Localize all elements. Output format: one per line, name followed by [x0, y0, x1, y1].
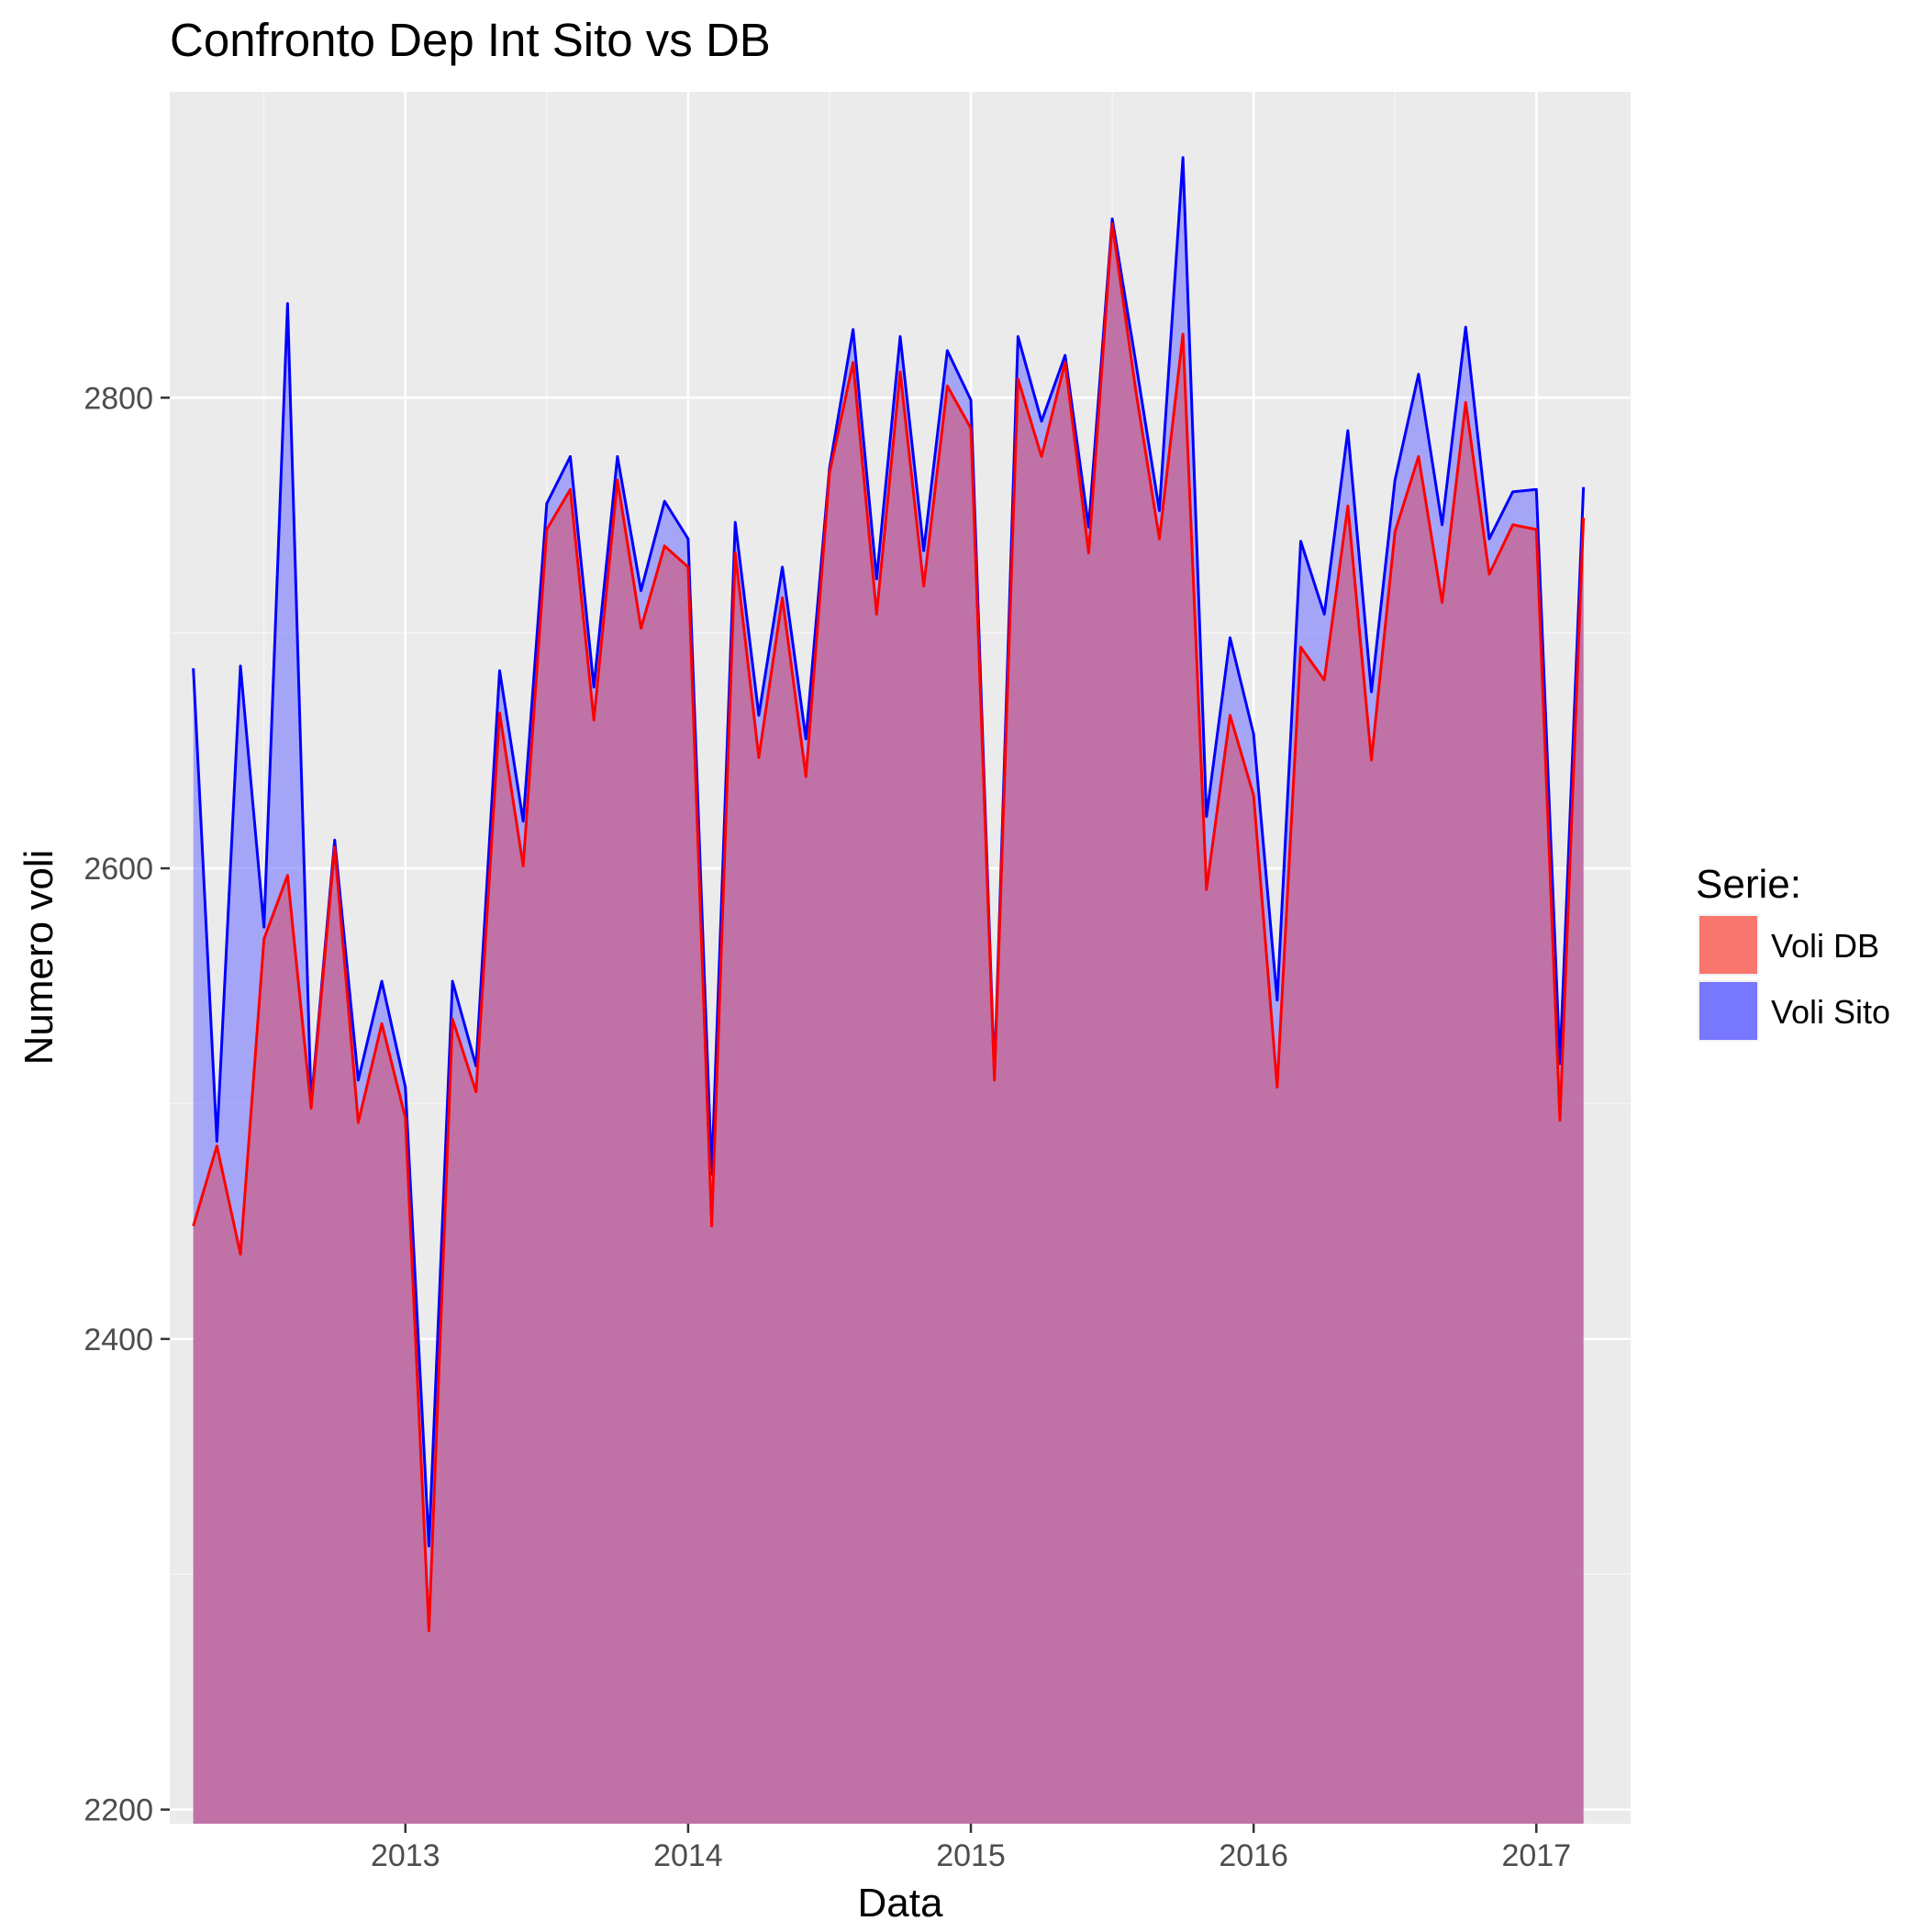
- x-axis-title: Data: [858, 1881, 943, 1926]
- series-layer: [192, 156, 1586, 1825]
- y-tick-label: 2600: [84, 852, 153, 887]
- x-tick-label: 2016: [1219, 1838, 1288, 1873]
- y-tick-label: 2400: [84, 1323, 153, 1357]
- x-axis: 2013 2014 2015 2016 2017: [371, 1824, 1571, 1873]
- x-tick-label: 2017: [1501, 1838, 1571, 1873]
- legend-label-voli-db: Voli DB: [1771, 927, 1879, 965]
- chart-title: Confronto Dep Int Sito vs DB: [170, 14, 771, 66]
- y-axis-title: Numero voli: [17, 850, 61, 1066]
- legend-label-voli-sito: Voli Sito: [1771, 993, 1890, 1031]
- x-tick-label: 2014: [653, 1838, 723, 1873]
- y-tick-label: 2800: [84, 381, 153, 416]
- y-axis: 2200 2400 2600 2800: [84, 381, 170, 1828]
- y-tick-label: 2200: [84, 1793, 153, 1828]
- legend: Serie: Voli DB Voli Sito: [1696, 862, 1890, 1042]
- x-tick-label: 2013: [371, 1838, 440, 1873]
- line-voli-sito: [192, 156, 1586, 1547]
- legend-swatch-voli-sito: [1699, 982, 1757, 1040]
- x-tick-label: 2015: [936, 1838, 1006, 1873]
- legend-swatch-voli-db: [1699, 916, 1757, 974]
- line-voli-db: [192, 222, 1586, 1633]
- legend-title: Serie:: [1696, 862, 1801, 907]
